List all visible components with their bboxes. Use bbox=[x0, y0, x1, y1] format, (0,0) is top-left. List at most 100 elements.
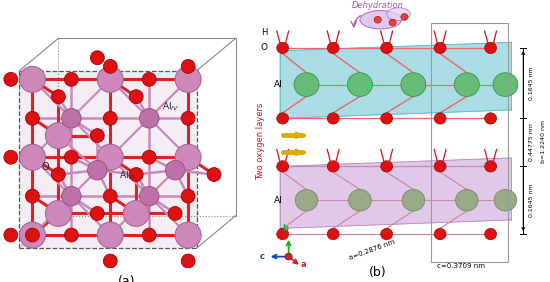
Text: 0.1645 nm: 0.1645 nm bbox=[529, 66, 534, 100]
Circle shape bbox=[19, 66, 46, 92]
Text: (a): (a) bbox=[118, 275, 135, 282]
Circle shape bbox=[19, 144, 46, 170]
Circle shape bbox=[4, 150, 18, 164]
Circle shape bbox=[181, 254, 195, 268]
Circle shape bbox=[485, 161, 497, 172]
Text: c=0.3709 nm: c=0.3709 nm bbox=[437, 263, 485, 269]
Circle shape bbox=[142, 72, 156, 86]
Circle shape bbox=[401, 14, 408, 20]
Circle shape bbox=[207, 168, 221, 181]
Circle shape bbox=[62, 109, 81, 128]
Circle shape bbox=[294, 73, 319, 96]
Text: Al$_{IV}$: Al$_{IV}$ bbox=[162, 101, 179, 113]
Circle shape bbox=[103, 189, 117, 203]
Text: 0.1645 nm: 0.1645 nm bbox=[529, 183, 534, 217]
Circle shape bbox=[285, 253, 292, 260]
Text: Al: Al bbox=[274, 196, 283, 205]
Circle shape bbox=[175, 222, 201, 248]
Circle shape bbox=[277, 161, 289, 172]
Ellipse shape bbox=[360, 10, 401, 29]
Text: c: c bbox=[260, 252, 265, 261]
Circle shape bbox=[434, 113, 446, 124]
Circle shape bbox=[103, 60, 117, 73]
Text: Two oxygen layers: Two oxygen layers bbox=[256, 102, 265, 180]
Circle shape bbox=[181, 189, 195, 203]
Text: O: O bbox=[261, 43, 268, 52]
Circle shape bbox=[348, 73, 372, 96]
Text: Al: Al bbox=[274, 80, 283, 89]
Circle shape bbox=[129, 168, 143, 181]
Circle shape bbox=[97, 144, 123, 170]
Bar bbox=[431, 23, 508, 262]
Circle shape bbox=[327, 42, 339, 54]
Circle shape bbox=[123, 201, 149, 226]
Circle shape bbox=[434, 42, 446, 54]
Circle shape bbox=[175, 144, 201, 170]
Circle shape bbox=[327, 228, 339, 240]
Circle shape bbox=[140, 186, 159, 206]
Text: b=1.2240 nm: b=1.2240 nm bbox=[541, 120, 546, 162]
Circle shape bbox=[381, 161, 393, 172]
Circle shape bbox=[25, 228, 40, 242]
Circle shape bbox=[381, 228, 393, 240]
Circle shape bbox=[485, 42, 497, 54]
Circle shape bbox=[327, 161, 339, 172]
Circle shape bbox=[434, 161, 446, 172]
Circle shape bbox=[90, 129, 104, 142]
Circle shape bbox=[181, 111, 195, 125]
Text: a=0.2876 nm: a=0.2876 nm bbox=[348, 238, 395, 261]
Polygon shape bbox=[280, 158, 512, 228]
Circle shape bbox=[454, 73, 479, 96]
Circle shape bbox=[181, 60, 195, 73]
Polygon shape bbox=[19, 71, 197, 248]
Circle shape bbox=[277, 113, 289, 124]
Circle shape bbox=[129, 90, 143, 103]
Circle shape bbox=[103, 111, 117, 125]
Circle shape bbox=[493, 73, 518, 96]
Text: 0.44775 nm: 0.44775 nm bbox=[529, 124, 534, 161]
Circle shape bbox=[389, 19, 396, 26]
Circle shape bbox=[87, 160, 107, 180]
Text: O: O bbox=[41, 162, 49, 172]
Circle shape bbox=[90, 206, 104, 220]
Text: a: a bbox=[300, 261, 306, 270]
Circle shape bbox=[381, 113, 393, 124]
Circle shape bbox=[25, 111, 40, 125]
Circle shape bbox=[90, 51, 104, 65]
Circle shape bbox=[140, 109, 159, 128]
Circle shape bbox=[19, 222, 46, 248]
Circle shape bbox=[142, 150, 156, 164]
Circle shape bbox=[4, 72, 18, 86]
Circle shape bbox=[64, 228, 78, 242]
Circle shape bbox=[401, 73, 426, 96]
Circle shape bbox=[327, 113, 339, 124]
Circle shape bbox=[434, 228, 446, 240]
Circle shape bbox=[374, 16, 381, 23]
Text: Al$_{VI}$: Al$_{VI}$ bbox=[119, 170, 136, 182]
Circle shape bbox=[52, 168, 65, 181]
Circle shape bbox=[97, 66, 123, 92]
Text: Dehydration: Dehydration bbox=[352, 1, 404, 10]
Circle shape bbox=[175, 66, 201, 92]
Circle shape bbox=[103, 254, 117, 268]
Circle shape bbox=[485, 113, 497, 124]
Text: b: b bbox=[283, 224, 289, 233]
Circle shape bbox=[168, 206, 182, 220]
Circle shape bbox=[142, 228, 156, 242]
Polygon shape bbox=[280, 42, 512, 118]
Circle shape bbox=[381, 42, 393, 54]
Circle shape bbox=[25, 189, 40, 203]
Circle shape bbox=[277, 228, 289, 240]
Circle shape bbox=[46, 123, 72, 149]
Circle shape bbox=[295, 190, 318, 211]
Text: H: H bbox=[261, 28, 268, 37]
Text: (b): (b) bbox=[369, 266, 387, 279]
Circle shape bbox=[166, 160, 185, 180]
Circle shape bbox=[62, 186, 81, 206]
Ellipse shape bbox=[387, 8, 410, 21]
Circle shape bbox=[4, 228, 18, 242]
Circle shape bbox=[97, 222, 123, 248]
Circle shape bbox=[52, 90, 65, 103]
Circle shape bbox=[349, 190, 371, 211]
Circle shape bbox=[485, 228, 497, 240]
